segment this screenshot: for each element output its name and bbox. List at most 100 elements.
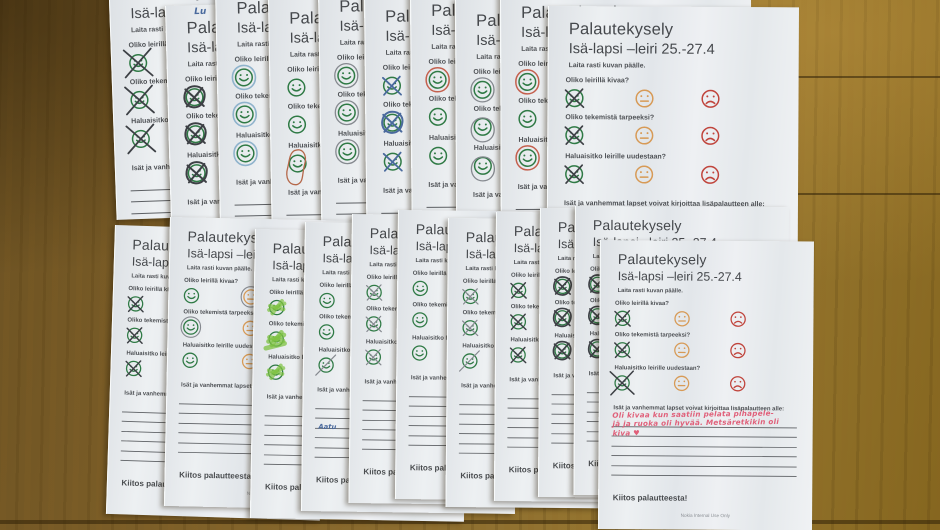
mark-x-big-icon: [124, 84, 155, 116]
smiley-happy-icon: [125, 360, 143, 378]
smiley-sad-icon: [700, 89, 720, 109]
smiley-happy-icon: [462, 288, 479, 305]
smiley-happy-icon: [365, 315, 382, 333]
question-label-2: Oliko tekemistä tarpeeksi?: [183, 309, 259, 317]
smiley-happy-icon: [515, 145, 540, 171]
mark-x-pencil-icon: [461, 319, 479, 337]
smiley-happy-icon: [553, 276, 573, 296]
handwritten-note: Aatu: [318, 422, 337, 431]
feedback-sheet-content: Palautekysely Isä-lapsi –leiri 25.-27.4 …: [599, 240, 814, 530]
smiley-happy-icon: [458, 350, 480, 372]
smiley-sad-icon: [729, 375, 746, 392]
smiley-row-1: [548, 88, 798, 109]
question-label-2: Oliko tekemistä tarpeeksi?: [565, 114, 655, 122]
question-label-2: Oliko tekemistä tarpeeksi?: [614, 331, 691, 339]
mark-x-pen-icon: [510, 282, 527, 299]
mark-x-heavy-icon: [183, 85, 206, 109]
smiley-happy-icon: [125, 123, 157, 155]
smiley-happy-icon: [614, 310, 631, 327]
smiley-row-1: [600, 310, 813, 328]
floor-plank-seam: [794, 193, 940, 195]
smiley-happy-icon: [510, 282, 527, 299]
smiley-happy-icon: [286, 77, 306, 97]
mark-circle-pencil-low-icon: [470, 156, 496, 182]
thanks-text: Kiitos palautteesta!: [612, 493, 688, 504]
mark-green-scribble-big-icon: [263, 329, 287, 351]
mark-x-pen-icon: [614, 341, 631, 359]
smiley-happy-icon: [315, 354, 337, 376]
form-instruction: Laita rasti kuvan päälle.: [568, 62, 646, 70]
smiley-happy-icon: [365, 284, 383, 301]
feedback-sheet: Palautekysely Isä-lapsi –leiri 25.-27.4 …: [597, 240, 814, 530]
smiley-happy-icon: [382, 151, 403, 172]
mark-x-pen-icon: [509, 346, 527, 364]
smiley-happy-icon: [263, 329, 287, 351]
watermark-text: Nokia Internal Use Only: [680, 513, 731, 519]
smiley-happy-icon: [265, 363, 286, 381]
mark-x-pencil-icon: [462, 288, 479, 305]
mark-x-pencil-icon: [365, 315, 382, 333]
smiley-happy-icon: [127, 295, 145, 313]
smiley-neutral-icon: [634, 164, 654, 184]
mark-x-heavy-blue-icon: [381, 110, 404, 134]
mark-circle-red-icon: [425, 67, 450, 93]
mark-x-pen-icon: [127, 295, 144, 313]
mark-circle-red-icon: [515, 145, 540, 171]
smiley-neutral-icon: [673, 375, 690, 392]
mark-circle-pencil-icon: [334, 99, 359, 126]
mark-circle-red-icon: [515, 69, 540, 95]
mark-green-scribble-icon: [267, 298, 287, 316]
form-title: Palautekysely: [617, 252, 707, 268]
mark-x-pen-icon: [510, 313, 527, 331]
form-title: Palautekysely: [592, 217, 682, 234]
smiley-happy-icon: [318, 292, 335, 309]
mark-x-blue-icon: [382, 151, 403, 172]
feedback-sheet-content: Palautekysely Isä-lapsi –leiri 25.-27.4 …: [547, 6, 799, 256]
mark-circle-pencil-low-icon: [470, 117, 495, 143]
mark-green-scribble-icon: [265, 363, 286, 380]
thanks-text: Kiitos palautteesta!: [179, 470, 254, 482]
smiley-happy-icon: [461, 319, 479, 337]
mark-x-pen-icon: [564, 164, 584, 185]
mark-x-pen-icon: [125, 360, 142, 378]
smiley-happy-icon: [411, 344, 428, 361]
smiley-happy-icon: [334, 99, 359, 126]
mark-x-heavy-icon: [184, 122, 207, 146]
floor-plank-seam: [796, 76, 940, 78]
smiley-happy-icon: [552, 307, 572, 328]
mark-x-heavy-icon: [552, 340, 572, 361]
mark-x-heavy-icon: [552, 307, 572, 328]
smiley-happy-icon: [470, 117, 495, 143]
question-label-3: Haluaisitko leirille uudestaan?: [565, 153, 666, 161]
smiley-happy-icon: [425, 67, 450, 93]
smiley-sad-icon: [700, 165, 720, 185]
mark-x-pen-icon: [126, 327, 143, 344]
smiley-happy-icon: [267, 298, 287, 316]
smiley-happy-icon: [286, 149, 307, 186]
smiley-happy-icon: [334, 62, 359, 89]
smiley-row-3: [548, 164, 798, 185]
smiley-happy-icon: [122, 47, 154, 79]
smiley-happy-icon: [515, 69, 540, 95]
smiley-happy-icon: [564, 88, 585, 109]
mark-circle-pencil-icon: [470, 77, 495, 103]
smiley-neutral-icon: [634, 88, 654, 108]
mark-x-blue-icon: [381, 75, 402, 96]
smiley-happy-icon: [411, 311, 428, 328]
smiley-happy-icon: [428, 107, 448, 127]
feedback-sheet: Palautekysely Isä-lapsi –leiri 25.-27.4 …: [546, 6, 799, 256]
floor-plank-seam: [0, 520, 940, 524]
handwritten-feedback: Oli kivaa kun saatiin pelata pihapele-jä…: [612, 410, 779, 439]
smiley-happy-icon: [287, 114, 307, 134]
mark-x-heavy-icon: [553, 276, 573, 296]
mark-circle-pencil-icon: [334, 62, 359, 89]
smiley-happy-icon: [365, 348, 382, 366]
smiley-happy-icon: [470, 156, 496, 182]
mark-circle-lightblue-icon: [231, 64, 257, 91]
mark-circle-lightblue-icon: [232, 101, 257, 128]
question-label-1: Oliko leirillä kivaa?: [184, 277, 239, 285]
smiley-happy-icon: [181, 352, 198, 369]
smiley-happy-icon: [564, 125, 585, 146]
mark-loop-red-icon: [286, 149, 307, 186]
